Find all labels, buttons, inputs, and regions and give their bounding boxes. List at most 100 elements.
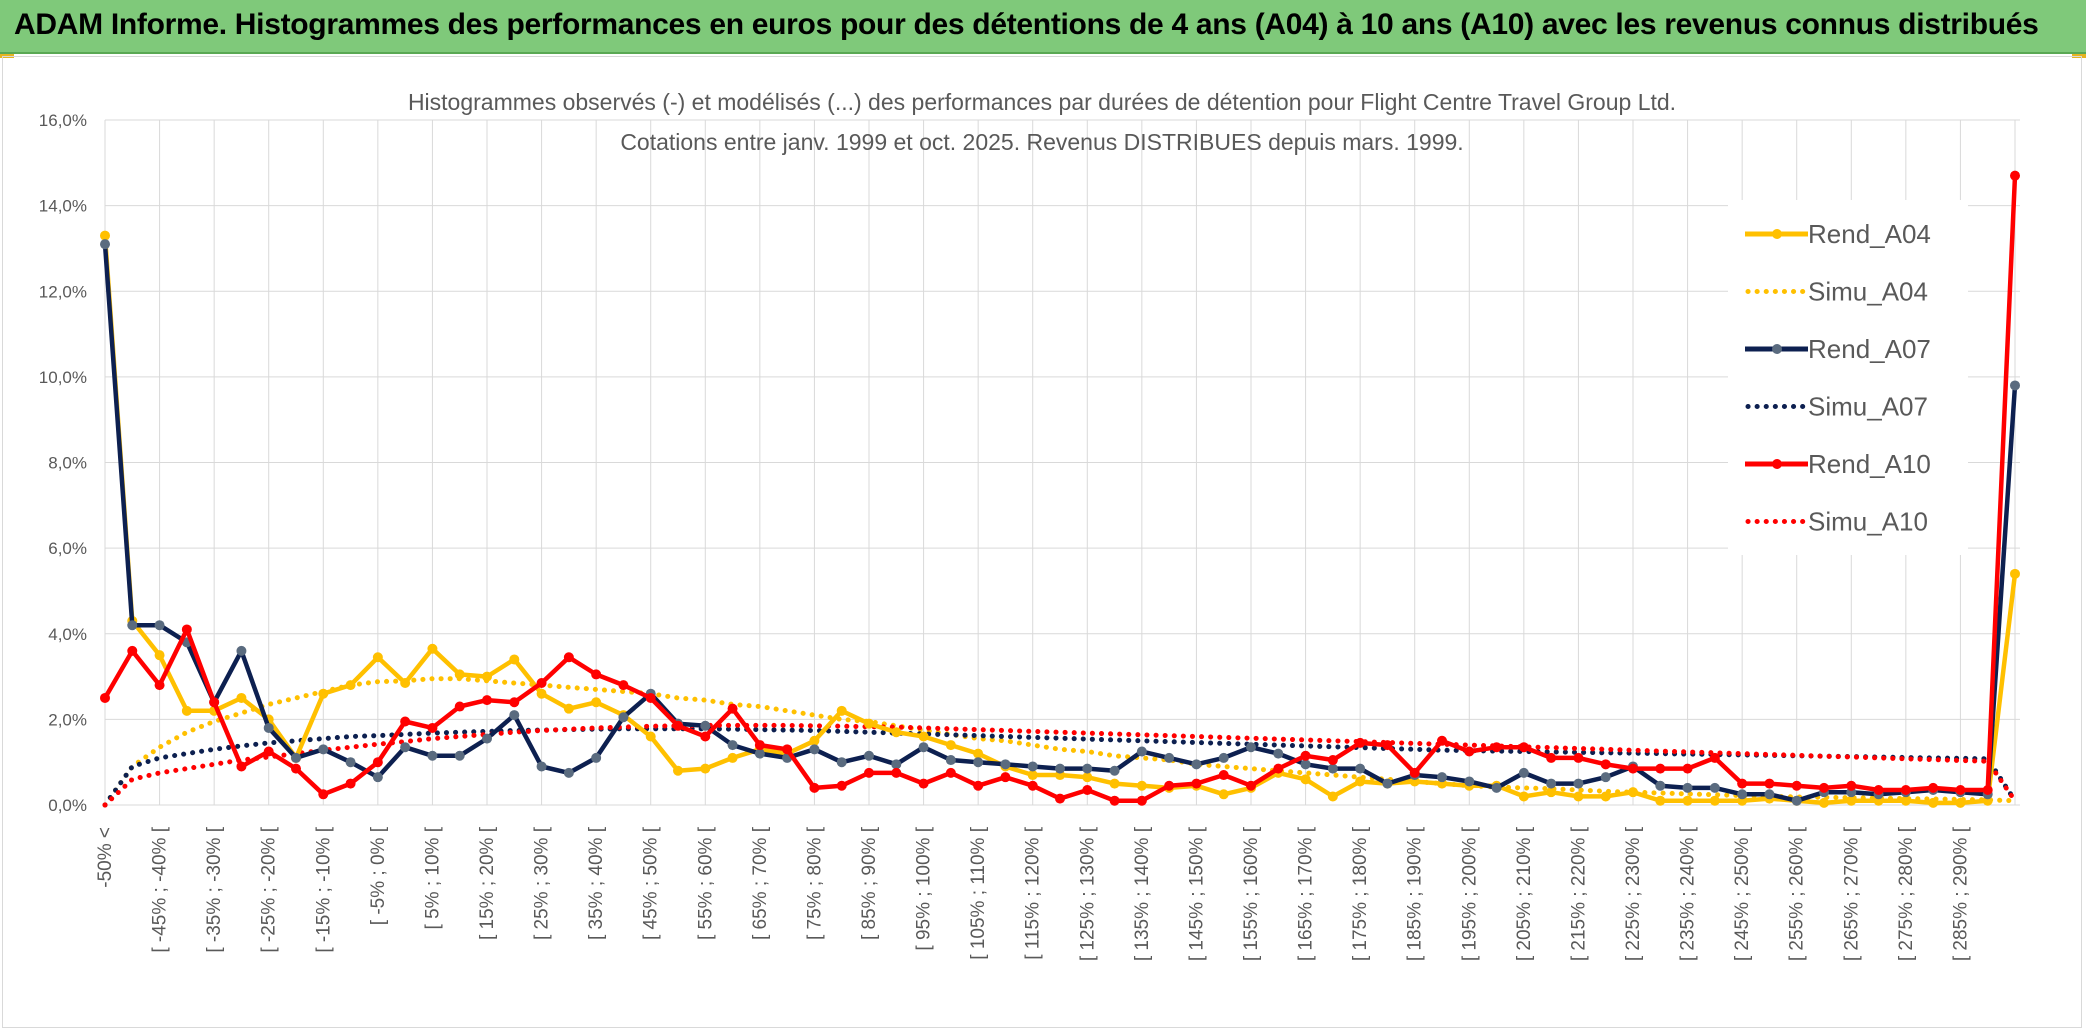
data-point (918, 731, 929, 742)
data-point (1655, 795, 1666, 806)
legend-marker (1772, 344, 1782, 354)
data-point (1873, 785, 1884, 796)
data-point (1218, 752, 1229, 763)
data-point (509, 697, 520, 708)
data-point (1709, 752, 1720, 763)
data-point (1437, 772, 1447, 783)
data-point (563, 703, 574, 714)
x-tick-label: [ -35% ; -30% [ (204, 826, 225, 952)
data-point (945, 767, 956, 778)
data-point (973, 780, 984, 791)
data-point (1355, 763, 1366, 774)
data-point (1246, 780, 1256, 791)
data-point (1109, 795, 1120, 806)
legend-label: Simu_A10 (1808, 507, 1928, 537)
data-point (1982, 785, 1993, 796)
data-point (727, 703, 738, 714)
data-point (1682, 763, 1693, 774)
data-point (809, 735, 820, 746)
data-point (1791, 780, 1802, 791)
data-point (1082, 772, 1093, 783)
data-point (291, 763, 301, 774)
data-point (1682, 795, 1693, 806)
data-point (1327, 763, 1338, 774)
legend-label: Rend_A04 (1808, 219, 1931, 249)
x-tick-label: [ 135% ; 140% [ (1132, 826, 1153, 961)
y-tick-label: 10,0% (39, 368, 87, 387)
x-tick-label: [ 85% ; 90% [ (859, 826, 880, 940)
data-point (263, 722, 274, 733)
x-tick-label: [ 215% ; 220% [ (1568, 826, 1589, 961)
data-point (1136, 780, 1147, 791)
x-tick-label: [ -5% ; 0% [ (368, 826, 389, 925)
data-point (536, 761, 547, 772)
series-line-simu_a04 (102, 676, 2018, 808)
data-point (1518, 767, 1529, 778)
data-point (372, 757, 383, 768)
x-tick-label: [ 245% ; 250% [ (1732, 826, 1753, 961)
legend-label: Simu_A07 (1808, 392, 1928, 422)
data-point (154, 650, 165, 661)
data-point (891, 727, 902, 738)
data-point (209, 697, 220, 708)
data-point (1164, 780, 1175, 791)
data-point (154, 620, 165, 631)
data-point (1600, 772, 1611, 783)
data-point (1382, 740, 1393, 751)
data-point (1464, 746, 1475, 757)
data-point (809, 782, 820, 793)
data-point (1327, 755, 1338, 766)
data-point (454, 669, 465, 680)
data-point (836, 705, 847, 716)
y-tick-label: 16,0% (39, 111, 87, 130)
data-point (1136, 746, 1147, 757)
data-point (1136, 795, 1147, 806)
legend-box (1728, 200, 1968, 555)
data-point (181, 705, 192, 716)
data-point (673, 765, 683, 776)
data-point (1791, 795, 1802, 806)
x-tick-label: [ 265% ; 270% [ (1841, 826, 1862, 961)
data-point (1300, 750, 1311, 761)
data-point (1191, 759, 1202, 770)
x-tick-label: [ 165% ; 170% [ (1296, 826, 1317, 961)
data-point (345, 778, 356, 789)
data-point (836, 780, 847, 791)
series-rend_a04 (100, 230, 2020, 808)
legend-label: Rend_A10 (1808, 449, 1931, 479)
data-point (591, 752, 602, 763)
data-point (1573, 752, 1584, 763)
data-point (1300, 759, 1311, 770)
data-point (1082, 785, 1093, 796)
data-point (1737, 778, 1748, 789)
y-tick-label: 2,0% (48, 710, 87, 729)
data-point (1382, 778, 1393, 789)
data-point (836, 757, 847, 768)
data-point (454, 701, 465, 712)
data-point (1218, 789, 1229, 800)
data-point (1164, 752, 1175, 763)
data-point (1327, 791, 1338, 802)
y-tick-label: 0,0% (48, 796, 87, 815)
x-tick-label: [ 65% ; 70% [ (750, 826, 771, 940)
data-point (1027, 770, 1038, 781)
y-tick-label: 14,0% (39, 197, 87, 216)
data-point (727, 752, 738, 763)
data-point (727, 740, 738, 751)
y-tick-label: 4,0% (48, 625, 87, 644)
x-tick-label: [ 105% ; 110% [ (968, 826, 989, 959)
data-point (1109, 765, 1120, 776)
data-point (1819, 782, 1829, 793)
data-point (945, 740, 956, 751)
x-tick-label: [ 255% ; 260% [ (1787, 826, 1808, 961)
data-point (509, 710, 520, 721)
data-point (973, 757, 984, 768)
data-point (1900, 785, 1911, 796)
data-point (1600, 759, 1611, 770)
x-tick-label: -50% < (95, 827, 116, 888)
x-tick-label: [ 195% ; 200% [ (1459, 826, 1480, 961)
data-point (1300, 774, 1311, 785)
data-point (1055, 763, 1065, 774)
data-point (563, 767, 574, 778)
data-point (400, 677, 411, 688)
